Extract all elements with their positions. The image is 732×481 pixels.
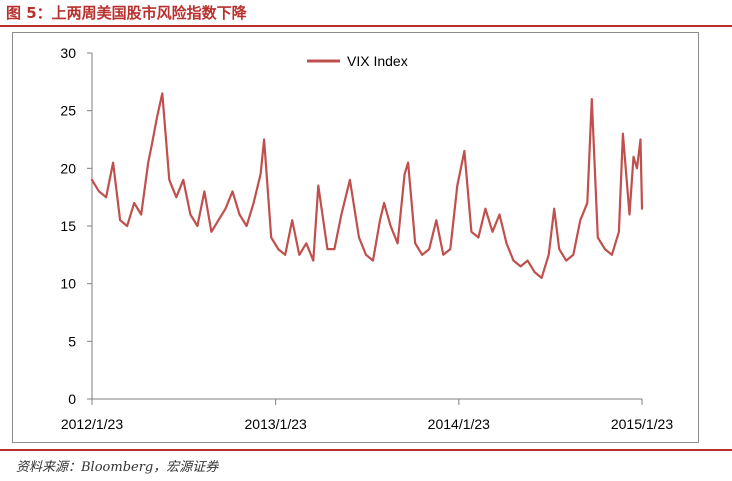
source-rule bbox=[0, 449, 732, 451]
vix-series-line bbox=[90, 92, 644, 279]
chart-frame: 0 5 10 15 20 25 30 2012/1/23 2013/1/23 2014/1/23 2… bbox=[12, 32, 699, 443]
y-tick-label: 5 bbox=[68, 333, 76, 349]
y-tick-label: 30 bbox=[60, 45, 76, 61]
figure-title: 图 5：上两周美国股市风险指数下降 bbox=[6, 4, 247, 22]
y-tick-label: 25 bbox=[60, 103, 76, 119]
y-tick-label: 20 bbox=[60, 160, 76, 176]
x-tick-label: 2013/1/23 bbox=[245, 416, 307, 432]
y-tick-label: 15 bbox=[60, 218, 76, 234]
legend-label: VIX Index bbox=[347, 53, 408, 69]
source-note: 资料来源：Bloomberg，宏源证券 bbox=[16, 460, 219, 475]
x-tick-label: 2015/1/23 bbox=[611, 416, 673, 432]
x-tick-label: 2012/1/23 bbox=[61, 416, 123, 432]
y-tick-label: 0 bbox=[68, 391, 76, 407]
vix-line-chart: 0 5 10 15 20 25 30 2012/1/23 2013/1/23 2014/1/23 2… bbox=[60, 45, 673, 432]
y-tick-label: 10 bbox=[60, 276, 76, 292]
title-rule bbox=[0, 25, 732, 27]
x-tick-label: 2014/1/23 bbox=[428, 416, 490, 432]
